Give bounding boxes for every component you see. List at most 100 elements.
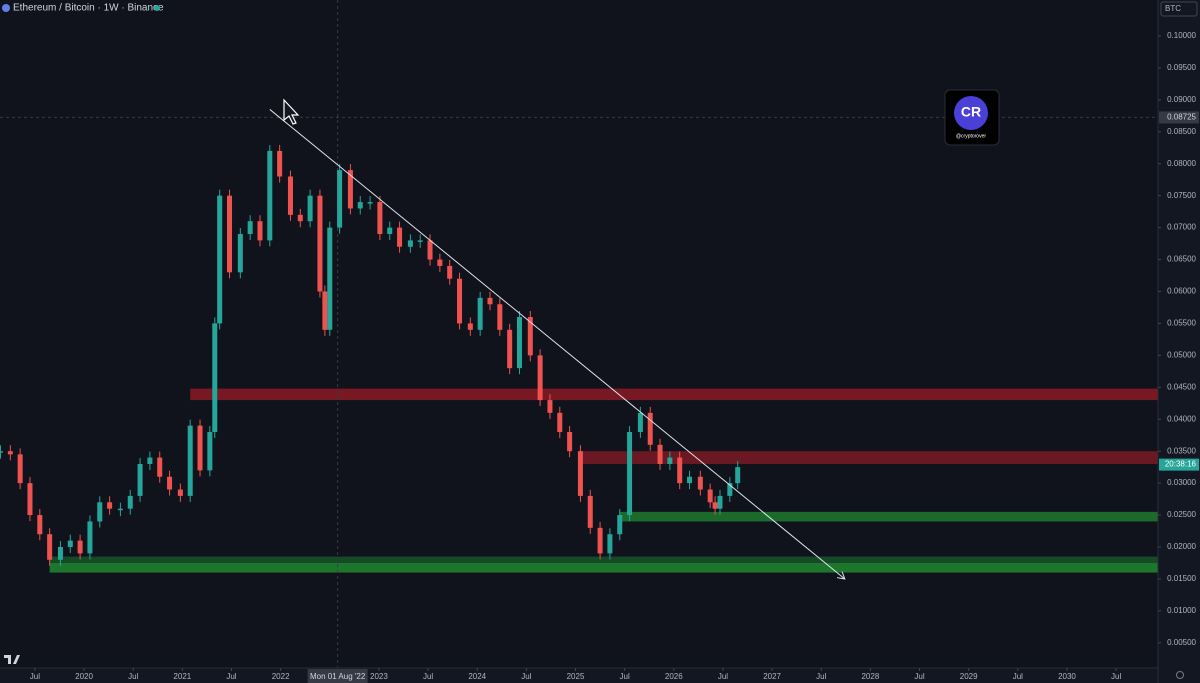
candle bbox=[497, 304, 503, 330]
y-tick-label: 0.01000 bbox=[1167, 606, 1196, 615]
y-tick-label: 0.04000 bbox=[1167, 414, 1196, 423]
candle bbox=[457, 278, 463, 324]
candle bbox=[387, 227, 393, 234]
zone bbox=[49, 556, 1158, 563]
candle bbox=[577, 451, 583, 496]
candle bbox=[237, 233, 243, 273]
candle bbox=[287, 176, 293, 215]
watermark: CR @cryptorover bbox=[944, 89, 1000, 146]
candle bbox=[347, 170, 353, 209]
candle bbox=[177, 489, 183, 496]
candle bbox=[397, 227, 403, 247]
logo-handle: @cryptorover bbox=[956, 133, 986, 139]
crosshair-y-box bbox=[1159, 111, 1199, 124]
candle bbox=[217, 195, 223, 324]
candle bbox=[87, 521, 93, 554]
trendline bbox=[269, 109, 845, 579]
x-tick-label: 2026 bbox=[665, 672, 683, 681]
candle bbox=[97, 502, 103, 522]
x-tick-label: 2029 bbox=[960, 672, 978, 681]
tv-logo bbox=[4, 655, 20, 664]
candle bbox=[637, 412, 643, 433]
candle bbox=[107, 502, 113, 509]
candle bbox=[447, 265, 453, 279]
candle bbox=[627, 432, 633, 516]
candle bbox=[197, 425, 203, 471]
y-tick-label: 0.04500 bbox=[1167, 382, 1196, 391]
x-tick-label: Jul bbox=[423, 672, 433, 681]
status-dot bbox=[154, 5, 160, 11]
candle bbox=[317, 195, 323, 292]
candle bbox=[427, 240, 433, 260]
zone bbox=[190, 388, 1159, 401]
candle bbox=[167, 476, 173, 490]
candle bbox=[47, 534, 53, 560]
x-tick-label: 2025 bbox=[567, 672, 585, 681]
y-tick-label: 0.02500 bbox=[1167, 510, 1196, 519]
last-price-label: 20:38:16 bbox=[1165, 460, 1197, 469]
settings-icon[interactable] bbox=[1176, 671, 1184, 679]
crosshair-x-label: Mon 01 Aug '22 bbox=[310, 672, 366, 681]
x-tick-label: 2028 bbox=[861, 672, 879, 681]
candle bbox=[537, 355, 543, 401]
candle bbox=[257, 221, 263, 241]
candle bbox=[607, 534, 613, 554]
candle bbox=[267, 150, 273, 241]
candle bbox=[367, 202, 373, 204]
candle bbox=[327, 227, 333, 330]
candle bbox=[657, 444, 663, 464]
x-tick-label: 2022 bbox=[272, 672, 290, 681]
candle bbox=[377, 202, 383, 234]
candle bbox=[337, 170, 343, 228]
candle bbox=[712, 502, 718, 509]
candle bbox=[67, 540, 73, 548]
candle bbox=[697, 476, 703, 490]
x-tick-label: Jul bbox=[30, 672, 40, 681]
candle bbox=[297, 214, 303, 222]
candle bbox=[212, 323, 218, 433]
candle bbox=[307, 195, 313, 222]
y-tick-label: 0.03000 bbox=[1167, 478, 1196, 487]
y-tick-label: 0.08000 bbox=[1167, 159, 1196, 168]
y-tick-label: 0.00500 bbox=[1167, 638, 1196, 647]
x-tick-label: Jul bbox=[914, 672, 924, 681]
candle bbox=[247, 221, 253, 234]
x-tick-label: 2024 bbox=[468, 672, 486, 681]
y-tick-label: 0.09000 bbox=[1167, 95, 1196, 104]
candle bbox=[147, 457, 153, 464]
currency-button[interactable] bbox=[1160, 1, 1198, 17]
candle bbox=[467, 323, 473, 330]
candle bbox=[57, 547, 63, 560]
y-tick-label: 0.09500 bbox=[1167, 63, 1196, 72]
candle bbox=[417, 240, 423, 242]
candle bbox=[516, 317, 522, 369]
candle bbox=[277, 150, 283, 177]
zone bbox=[619, 511, 1158, 522]
logo-text: CR bbox=[961, 104, 981, 120]
candle bbox=[717, 495, 723, 509]
x-tick-label: Jul bbox=[718, 672, 728, 681]
candle bbox=[527, 317, 533, 356]
candle bbox=[117, 508, 123, 511]
candle bbox=[357, 202, 363, 209]
candle bbox=[407, 240, 413, 247]
x-tick-label: Jul bbox=[128, 672, 138, 681]
candle bbox=[677, 457, 683, 484]
y-tick-label: 0.05000 bbox=[1167, 350, 1196, 359]
x-tick-label: Jul bbox=[521, 672, 531, 681]
x-tick-label: 2027 bbox=[763, 672, 781, 681]
x-tick-label: Jul bbox=[620, 672, 630, 681]
candle bbox=[27, 483, 33, 516]
candle bbox=[207, 432, 213, 471]
x-tick-label: Jul bbox=[1111, 672, 1121, 681]
candle bbox=[507, 329, 513, 369]
crosshair-y-label: 0.08725 bbox=[1167, 113, 1196, 122]
currency-label: BTC bbox=[1165, 4, 1181, 13]
candle bbox=[487, 297, 493, 305]
candle bbox=[687, 476, 693, 484]
candle bbox=[597, 527, 603, 554]
candle bbox=[735, 467, 741, 484]
crosshair-x-box bbox=[307, 669, 368, 683]
candle bbox=[0, 451, 3, 453]
